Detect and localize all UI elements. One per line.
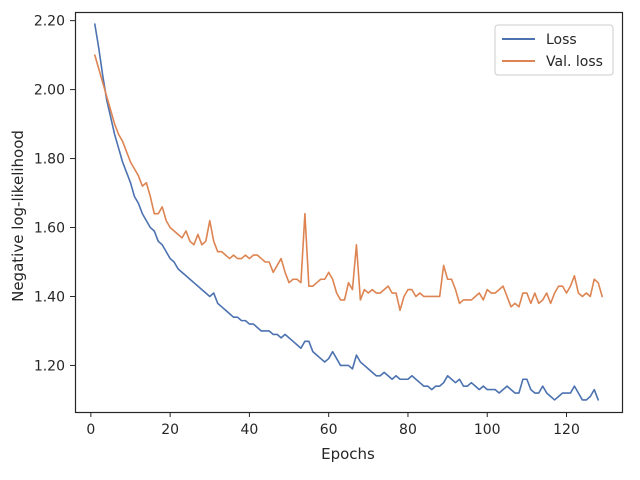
legend-label-val-loss: Val. loss: [546, 54, 603, 70]
plot-area: [94, 23, 603, 401]
x-tick-label: 80: [399, 422, 417, 438]
legend: Loss Val. loss: [494, 24, 614, 76]
plot-frame: [74, 11, 624, 414]
y-tick-label: 2.00: [34, 83, 65, 99]
x-axis-label: Epochs: [321, 445, 375, 463]
x-tick-label: 0: [86, 422, 95, 438]
x-tick-label: 120: [553, 422, 580, 438]
y-tick-label: 2.20: [34, 14, 65, 30]
x-tick-label: 20: [161, 422, 179, 438]
x-axis: 0 20 40 60 80 100 120: [86, 412, 580, 438]
x-tick-label: 40: [240, 422, 258, 438]
y-tick-label: 1.60: [34, 221, 65, 237]
y-tick-label: 1.40: [34, 289, 65, 305]
x-tick-label: 100: [474, 422, 501, 438]
series-line-loss: [94, 23, 600, 401]
y-axis: 1.20 1.40 1.60 1.80 2.00 2.20: [34, 14, 75, 374]
legend-label-loss: Loss: [546, 32, 577, 48]
series-line-val-loss: [94, 54, 603, 312]
legend-box: [494, 24, 614, 76]
x-tick-label: 60: [320, 422, 338, 438]
y-tick-label: 1.80: [34, 152, 65, 168]
y-axis-label: Negative log-likelihood: [9, 130, 27, 302]
y-tick-label: 1.20: [34, 358, 65, 374]
